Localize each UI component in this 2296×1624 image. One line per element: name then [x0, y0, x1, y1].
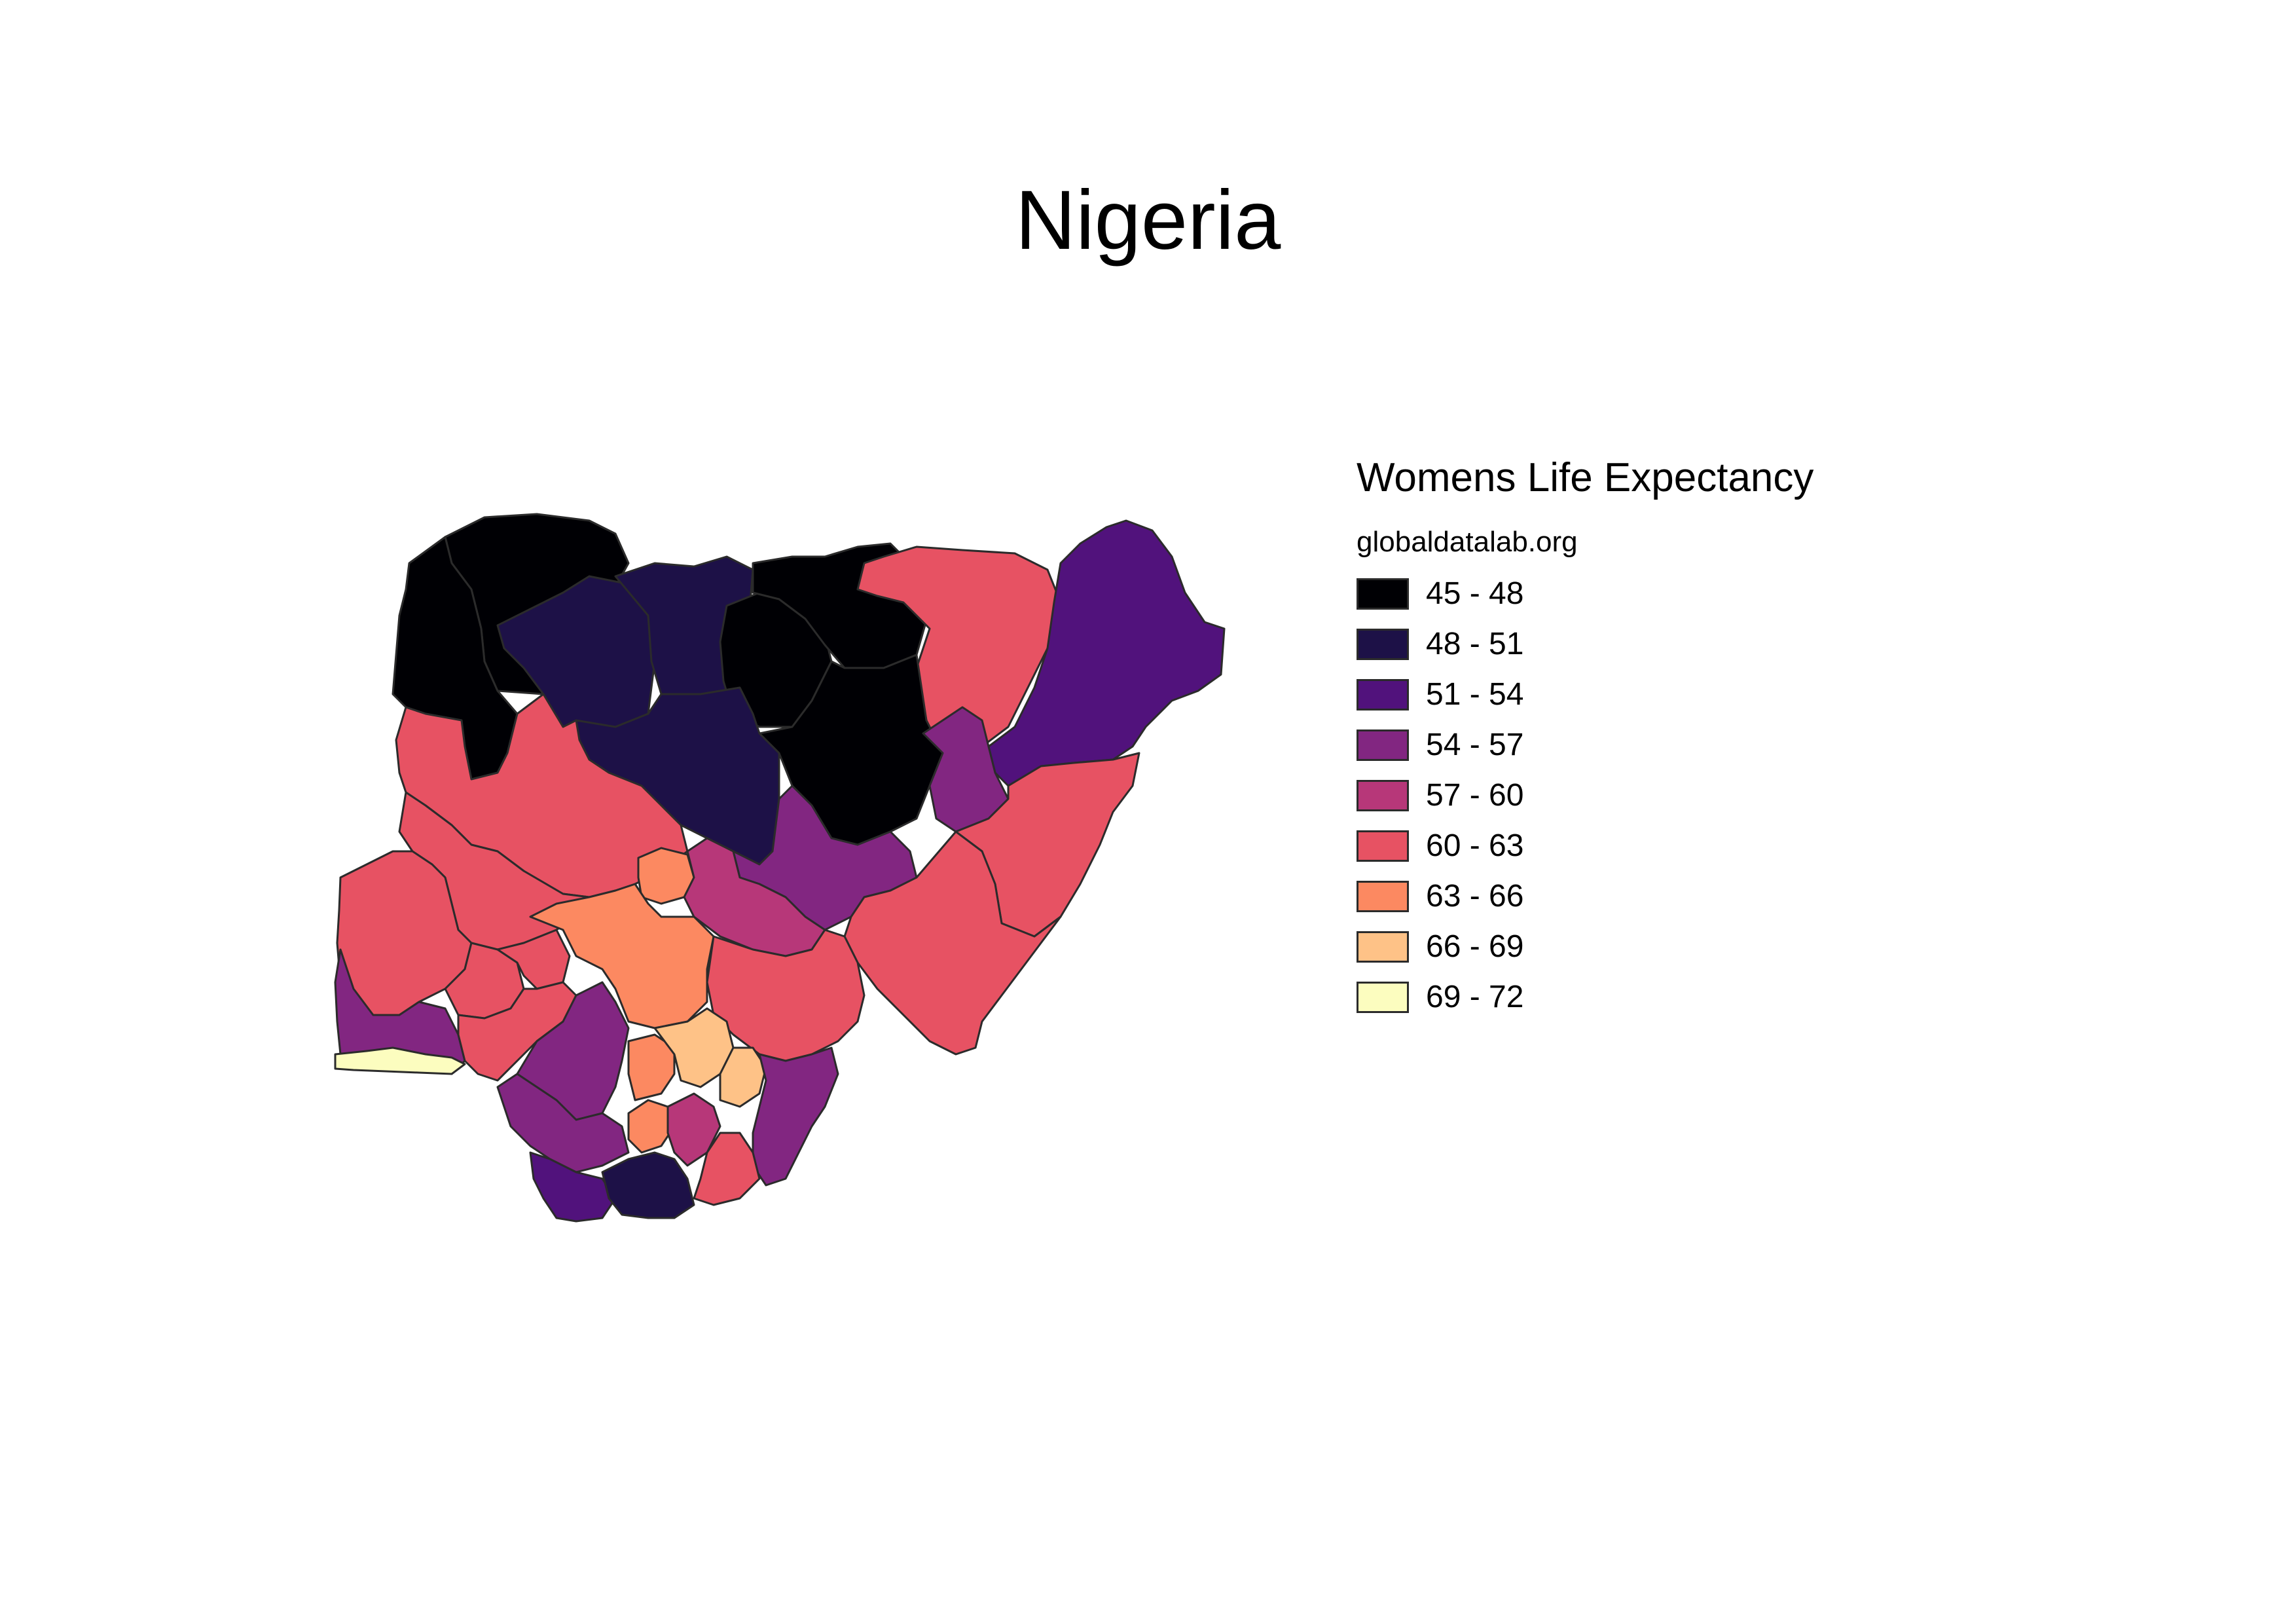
legend-label: 48 - 51 [1426, 626, 1524, 661]
region-cross-river: Cross River [752, 1046, 839, 1187]
legend-label: 45 - 48 [1426, 576, 1524, 611]
legend-swatch [1357, 931, 1409, 963]
legend-swatch [1357, 729, 1409, 761]
legend-label: 63 - 66 [1426, 878, 1524, 913]
legend-item: 60 - 63 [1357, 821, 1854, 871]
legend-label: 66 - 69 [1426, 929, 1524, 964]
legend: Womens Life Expectancy globaldatalab.org… [1357, 452, 1854, 1022]
region-anambra: Anambra [627, 1033, 676, 1101]
legend-label: 69 - 72 [1426, 979, 1524, 1014]
legend-item: 54 - 57 [1357, 720, 1854, 770]
region-bayelsa: Bayelsa [529, 1151, 617, 1223]
legend-swatch [1357, 628, 1409, 660]
legend-label: 54 - 57 [1426, 727, 1524, 762]
region-yobe: Yobe [856, 545, 1062, 754]
legend-swatch [1357, 981, 1409, 1013]
legend-swatch [1357, 578, 1409, 610]
region-rivers: Rivers [601, 1151, 695, 1219]
legend-source: globaldatalab.org [1357, 526, 1578, 558]
legend-item: 57 - 60 [1357, 770, 1854, 821]
legend-swatch [1357, 779, 1409, 811]
legend-item: 63 - 66 [1357, 871, 1854, 921]
legend-label: 60 - 63 [1426, 828, 1524, 863]
legend-item: 66 - 69 [1357, 921, 1854, 972]
region-taraba: Taraba [843, 830, 1062, 1056]
region-ebonyi: Ebonyi [719, 1046, 767, 1108]
legend-item: 51 - 54 [1357, 669, 1854, 720]
legend-item: 48 - 51 [1357, 619, 1854, 669]
region-akwa-ibom: Akwa Ibom [693, 1132, 761, 1206]
legend-item: 45 - 48 [1357, 568, 1854, 619]
map-title: Nigeria [1015, 174, 1281, 267]
region-borno: Borno [987, 519, 1226, 787]
region-imo: Imo [627, 1099, 676, 1154]
legend-title: Womens Life Expectancy [1357, 455, 1814, 500]
legend-swatch [1357, 830, 1409, 862]
region-lagos: Lagos [334, 1046, 466, 1075]
legend-item: 69 - 72 [1357, 972, 1854, 1022]
region-kogi: Kogi [529, 883, 715, 1029]
region-delta: Delta [496, 1073, 630, 1173]
legend-label: 51 - 54 [1426, 676, 1524, 712]
legend-swatch [1357, 678, 1409, 710]
legend-swatch [1357, 880, 1409, 912]
legend-label: 57 - 60 [1426, 777, 1524, 813]
